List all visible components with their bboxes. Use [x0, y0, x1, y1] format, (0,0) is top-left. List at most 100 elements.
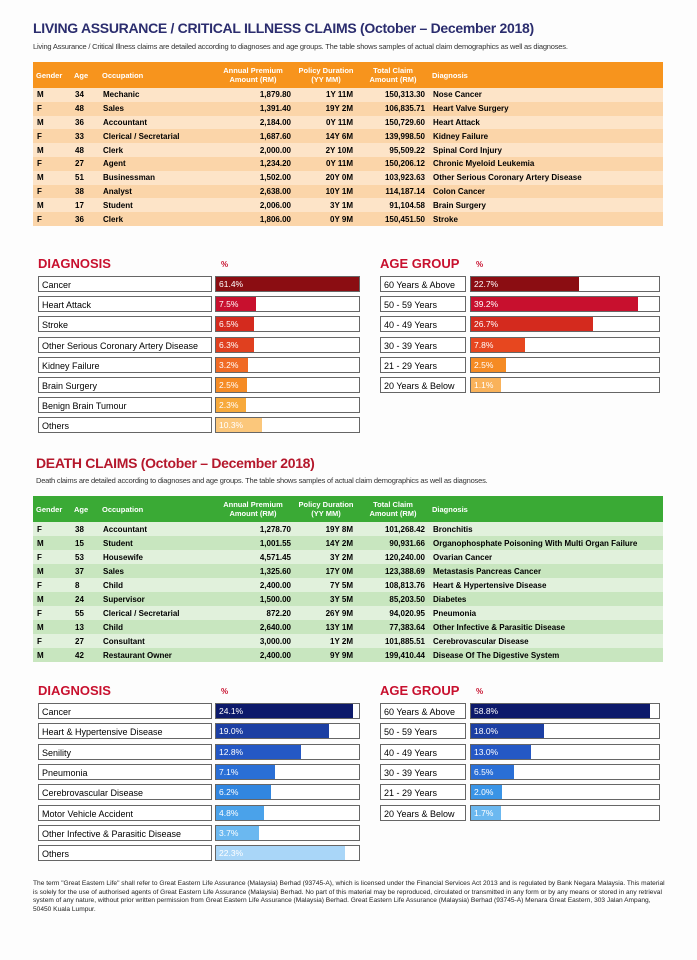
- table-cell: 1Y 11M: [326, 90, 353, 100]
- table-cell: Heart Attack: [433, 117, 480, 127]
- unit-label: %: [221, 260, 229, 269]
- percent-bar: 6.2%: [216, 785, 271, 800]
- row-label: Benign Brain Tumour: [38, 397, 212, 414]
- table-row: F 55 Clerical / Secretarial 872.20 26Y 9M 94,…: [33, 606, 663, 620]
- column-header: Age: [74, 504, 89, 514]
- table-row: F 27 Consultant 3,000.00 1Y 2M 101,885.51 Cere…: [33, 634, 663, 648]
- row-label: 60 Years & Above: [380, 276, 466, 292]
- table-cell: 94,020.95: [389, 608, 425, 618]
- table-cell: 42: [75, 650, 84, 660]
- table-row: M 34 Mechanic 1,879.80 1Y 11M 150,313.30 Nose …: [33, 88, 663, 102]
- row-label: Kidney Failure: [38, 356, 212, 373]
- table-cell: 38: [75, 524, 84, 534]
- table-cell: 3Y 1M: [330, 200, 353, 210]
- row-label: Cancer: [38, 276, 212, 292]
- living-title: LIVING ASSURANCE / CRITICAL ILLNESS CLAI…: [33, 20, 534, 36]
- table-cell: Accountant: [103, 524, 147, 534]
- table-cell: 10Y 1M: [325, 186, 353, 196]
- table-cell: 1,001.55: [259, 538, 291, 548]
- percent-bar: 39.2%: [471, 297, 639, 312]
- row-label: 30 - 39 Years: [380, 336, 466, 353]
- table-cell: 8: [75, 580, 80, 590]
- table-cell: 2Y 10M: [325, 145, 353, 155]
- table-cell: F: [37, 552, 42, 562]
- table-cell: 872.20: [266, 608, 291, 618]
- bar-track: 13.0%: [470, 743, 660, 760]
- table-cell: M: [37, 200, 44, 210]
- section-heading: AGE GROUP: [380, 256, 460, 271]
- row-label: Stroke: [38, 316, 212, 333]
- bar-track: 10.3%: [215, 417, 360, 434]
- table-cell: 150,313.30: [384, 90, 425, 100]
- table-cell: 0Y 11M: [326, 117, 353, 127]
- table-cell: 1,502.00: [259, 173, 291, 183]
- table-row: F 53 Housewife 4,571.45 3Y 2M 120,240.00 Ovari…: [33, 550, 663, 564]
- table-row: F 38 Analyst 2,638.00 10Y 1M 114,187.14 Colon …: [33, 184, 663, 199]
- bar-track: 1.1%: [470, 377, 660, 393]
- table-cell: F: [37, 608, 42, 618]
- table-cell: 27: [75, 159, 84, 169]
- table-row: M 13 Child 2,640.00 13Y 1M 77,383.64 Other Inf…: [33, 620, 663, 634]
- table-row: F 8 Child 2,400.00 7Y 5M 108,813.76 Heart & Hy…: [33, 578, 663, 592]
- row-label: Cancer: [38, 703, 212, 719]
- table-cell: Chronic Myeloid Leukemia: [433, 159, 535, 169]
- bar-track: 24.1%: [215, 703, 360, 719]
- table-cell: 139,998.50: [384, 131, 425, 141]
- percent-bar: 7.8%: [471, 337, 526, 352]
- table-cell: 1Y 2M: [330, 636, 353, 646]
- column-header: Occupation: [102, 504, 144, 514]
- table-cell: 199,410.44: [384, 650, 425, 660]
- table-row: M 48 Clerk 2,000.00 2Y 10M 95,509.22 Spinal Co…: [33, 143, 663, 157]
- percent-bar: 2.5%: [216, 378, 247, 392]
- table-cell: 1,325.60: [259, 566, 291, 576]
- row-label: Other Infective & Parasitic Disease: [38, 824, 212, 841]
- bar-track: 12.8%: [215, 743, 360, 760]
- table-cell: Sales: [103, 566, 124, 576]
- table-cell: Housewife: [103, 552, 144, 562]
- table-cell: 26Y 9M: [325, 608, 353, 618]
- column-header: Annual Premium Amount (RM): [223, 500, 283, 518]
- table-cell: Spinal Cord Injury: [433, 145, 502, 155]
- table-cell: Other Serious Coronary Artery Disease: [433, 173, 582, 183]
- table-row: M 24 Supervisor 1,500.00 3Y 5M 85,203.50 Diabe…: [33, 592, 663, 606]
- percent-bar: 7.1%: [216, 764, 275, 779]
- table-cell: 1,391.40: [259, 104, 291, 114]
- percent-bar: 4.8%: [216, 805, 265, 820]
- table-cell: Metastasis Pancreas Cancer: [433, 566, 542, 576]
- table-cell: 34: [75, 90, 84, 100]
- table-cell: M: [37, 90, 44, 100]
- table-cell: 1,234.20: [259, 159, 291, 169]
- table-cell: 3,000.00: [259, 636, 291, 646]
- table-cell: Pneumonia: [433, 608, 477, 618]
- table-cell: 85,203.50: [389, 594, 425, 604]
- bar-track: 58.8%: [470, 703, 660, 719]
- row-label: 50 - 59 Years: [380, 723, 466, 740]
- table-cell: 101,268.42: [384, 524, 425, 534]
- bar-track: 26.7%: [470, 316, 660, 333]
- table-cell: Clerk: [103, 145, 124, 155]
- table-cell: 0Y 11M: [326, 159, 353, 169]
- percent-bar: 18.0%: [471, 724, 544, 739]
- table-cell: 150,451.50: [384, 214, 425, 224]
- table-cell: Colon Cancer: [433, 186, 486, 196]
- table-cell: Businessman: [103, 173, 156, 183]
- column-header: Gender: [36, 70, 63, 80]
- table-cell: F: [37, 131, 42, 141]
- bar-track: 22.7%: [470, 276, 660, 292]
- claims-table: Gender Age Occupation Annual Premium Amount…: [33, 496, 663, 662]
- table-row: M 51 Businessman 1,502.00 20Y 0M 103,923.63 Ot…: [33, 170, 663, 185]
- percent-bar: 6.5%: [471, 764, 514, 779]
- death-subtitle: Death claims are detailed according to d…: [36, 476, 488, 485]
- table-row: M 17 Student 2,006.00 3Y 1M 91,104.58 Brain Su…: [33, 198, 663, 213]
- table-cell: 15: [75, 538, 84, 548]
- table-cell: M: [37, 622, 44, 632]
- table-cell: 3Y 2M: [330, 552, 353, 562]
- row-label: 50 - 59 Years: [380, 296, 466, 313]
- row-label: Others: [38, 845, 212, 862]
- column-header: Total Claim Amount (RM): [369, 66, 417, 84]
- percent-bar: 58.8%: [471, 704, 650, 718]
- row-label: Motor Vehicle Accident: [38, 804, 212, 821]
- table-cell: 2,000.00: [259, 145, 291, 155]
- percent-bar: 6.3%: [216, 337, 254, 352]
